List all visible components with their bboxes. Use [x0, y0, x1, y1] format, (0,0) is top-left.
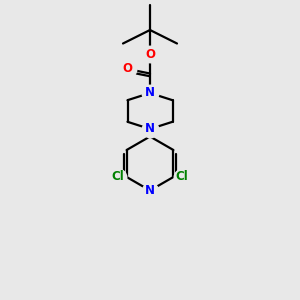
Text: Cl: Cl: [112, 170, 124, 184]
Text: Cl: Cl: [176, 170, 188, 184]
Text: N: N: [145, 86, 155, 100]
Text: O: O: [145, 47, 155, 61]
Text: N: N: [145, 122, 155, 136]
Text: N: N: [145, 184, 155, 197]
Text: O: O: [122, 62, 133, 76]
